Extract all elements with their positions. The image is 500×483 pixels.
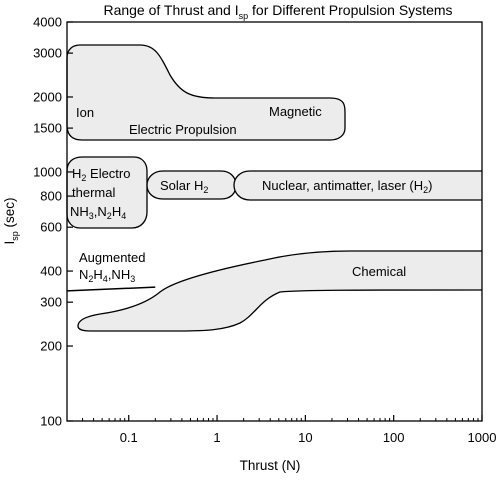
- label-solar-h2: Solar H2: [160, 178, 208, 195]
- augmented-line: [66, 286, 156, 292]
- label-electrothermal-3: NH3,N2H4: [70, 204, 126, 221]
- region-electrothermal: [66, 156, 148, 229]
- label-chemical: Chemical: [352, 264, 406, 279]
- plot-frame: [66, 21, 483, 422]
- y-tick-label: 100: [40, 414, 62, 429]
- x-tick-label: 1000: [468, 430, 497, 445]
- region-layer: [66, 44, 483, 332]
- y-tick-label: 800: [40, 189, 62, 204]
- x-axis-label: Thrust (N): [240, 458, 301, 473]
- y-tick-label: 1500: [33, 121, 62, 136]
- chart-title: Range of Thrust and Isp for Different Pr…: [103, 2, 452, 21]
- x-tick-label: 1: [213, 430, 220, 445]
- region-solar-h2: [146, 170, 237, 200]
- label-electric-propulsion: Electric Propulsion: [129, 122, 237, 137]
- region-chemical: [77, 250, 483, 332]
- label-ion: Ion: [76, 105, 94, 120]
- label-magnetic: Magnetic: [269, 104, 322, 119]
- y-axis-label: Isp (sec): [2, 197, 20, 244]
- y-tick-label: 600: [40, 220, 62, 235]
- x-tick-label: 100: [383, 430, 405, 445]
- label-electrothermal-2: thermal: [72, 185, 115, 200]
- y-tick-label: 1000: [33, 164, 62, 179]
- label-nuclear: Nuclear, antimatter, laser (H2): [262, 178, 432, 195]
- y-tick-label: 3000: [33, 46, 62, 61]
- y-axis: 100 200 300 400 600 800 1000 1500 2000 3000 4000: [33, 15, 73, 429]
- region-nuclear: [233, 170, 482, 201]
- y-tick-label: 400: [40, 264, 62, 279]
- y-tick-label: 200: [40, 339, 62, 354]
- label-augmented-1: Augmented: [79, 250, 146, 265]
- label-augmented-2: N2H4,NH3: [79, 267, 135, 284]
- y-tick-label: 4000: [33, 15, 62, 30]
- y-tick-label: 2000: [33, 89, 62, 104]
- y-tick-label: 300: [40, 295, 62, 310]
- label-electrothermal-1: H2 Electro: [72, 166, 130, 183]
- x-axis: 0.1 1 10 100 1000: [82, 415, 497, 445]
- x-tick-label: 0.1: [120, 430, 138, 445]
- x-tick-label: 10: [298, 430, 312, 445]
